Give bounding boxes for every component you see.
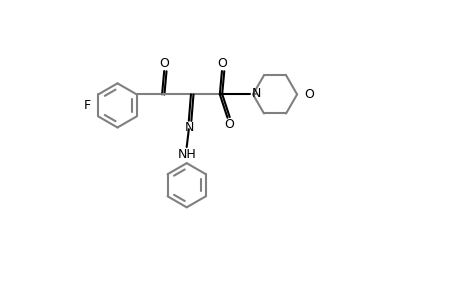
Text: O: O [159, 57, 169, 70]
Text: NH: NH [177, 148, 196, 161]
Text: N: N [252, 87, 261, 100]
Text: F: F [84, 99, 90, 112]
Text: N: N [184, 122, 194, 134]
Text: O: O [304, 88, 314, 101]
Text: O: O [217, 57, 226, 70]
Text: O: O [224, 118, 234, 131]
